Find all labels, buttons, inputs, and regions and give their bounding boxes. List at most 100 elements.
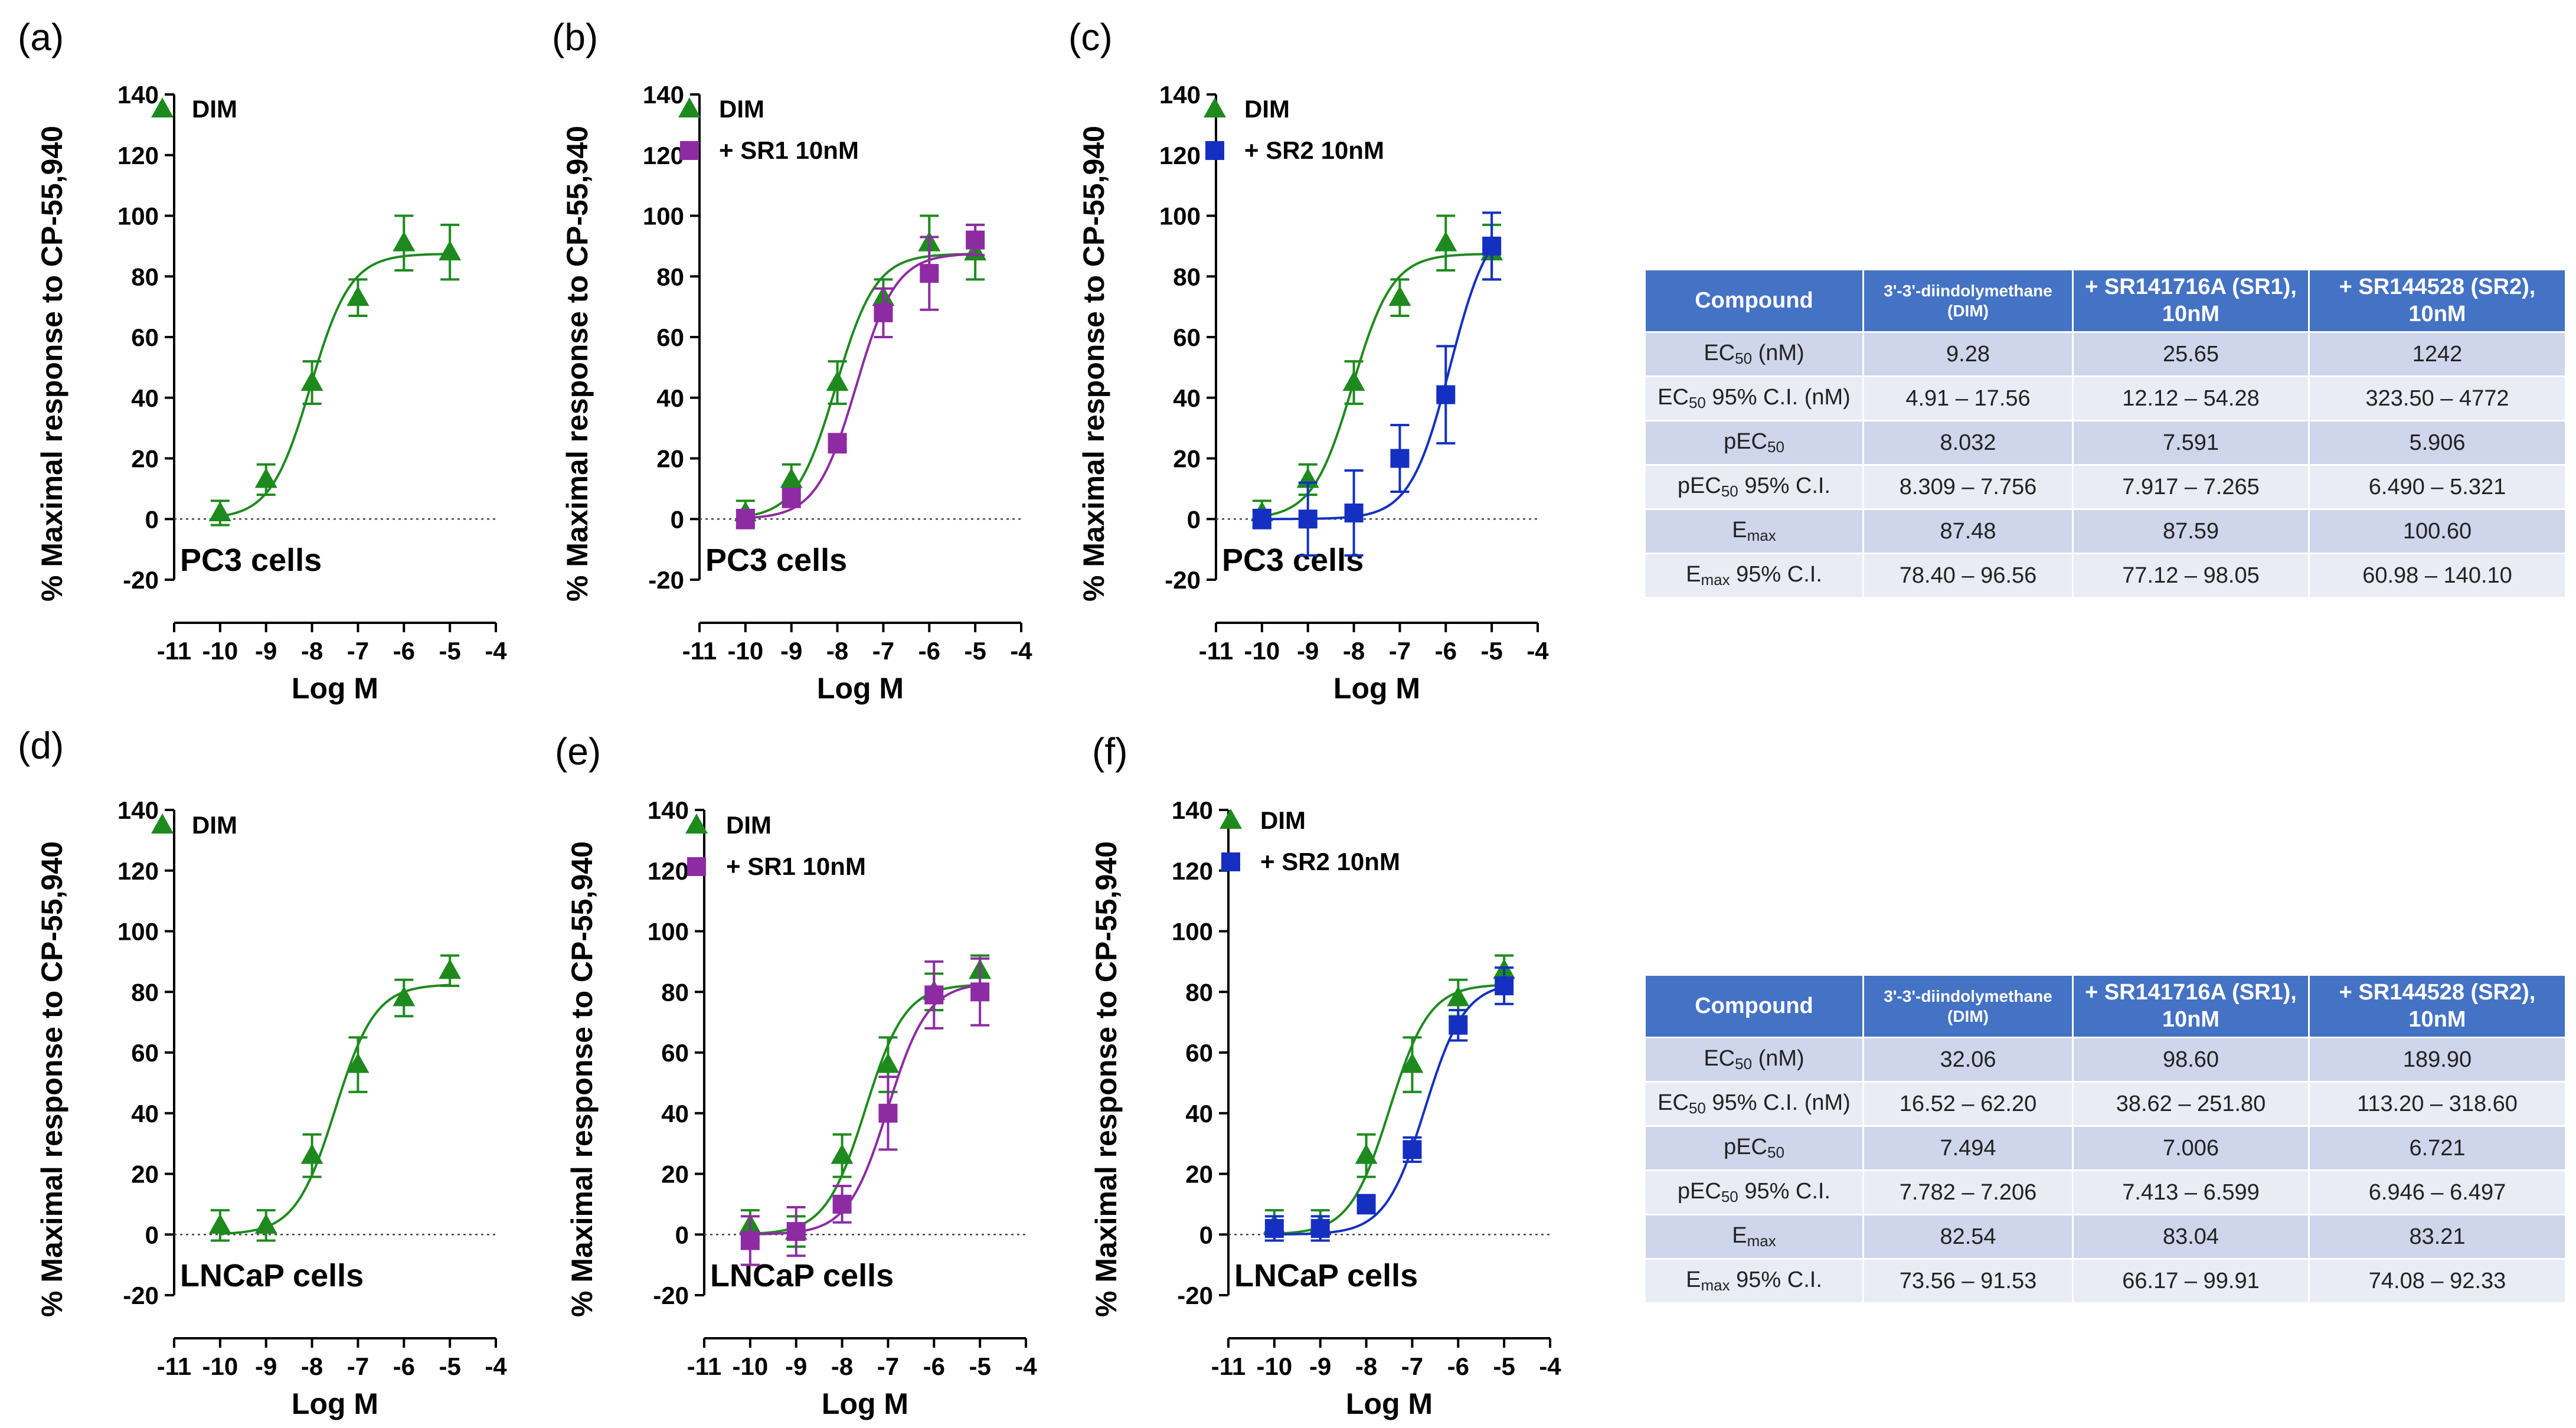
y-tick-label: 20 xyxy=(1173,445,1201,473)
table-cell: 100.60 xyxy=(2308,508,2567,555)
data-point-square xyxy=(970,982,990,1002)
data-point-square xyxy=(1298,509,1318,529)
y-tick-label: 60 xyxy=(131,1039,159,1067)
data-point-square xyxy=(966,230,985,250)
data-point-square xyxy=(735,509,755,529)
x-tick-label: -11 xyxy=(1199,637,1233,665)
legend-marker-triangle xyxy=(1220,809,1242,829)
table-row: Emax 82.54 83.04 83.21 xyxy=(1644,1214,2567,1260)
x-tick-label: -6 xyxy=(1435,637,1457,665)
x-tick-label: -5 xyxy=(964,637,986,665)
y-tick-label: 0 xyxy=(145,505,159,533)
series-dim: DIM xyxy=(151,95,462,527)
panel-label: (d) xyxy=(18,724,64,767)
y-tick-label: 40 xyxy=(131,384,159,412)
y-tick-label: 100 xyxy=(117,202,159,230)
y-tick-label: 40 xyxy=(1185,1100,1213,1128)
table-header-compound: Compound xyxy=(1644,973,1864,1039)
y-axis-title: % Maximal response to CP-55,940 xyxy=(561,126,594,602)
x-tick-label: -7 xyxy=(877,1352,899,1380)
x-tick-label: -5 xyxy=(439,1352,460,1380)
x-tick-label: -10 xyxy=(733,1352,769,1380)
y-tick-label: -20 xyxy=(123,566,159,594)
cell-line-label: PC3 cells xyxy=(1222,543,1364,578)
y-tick-label: 100 xyxy=(643,202,684,230)
table-cell: 83.21 xyxy=(2308,1214,2567,1260)
x-tick-label: -9 xyxy=(780,637,802,665)
x-tick-label: -6 xyxy=(918,637,940,665)
y-tick-label: 0 xyxy=(675,1221,689,1249)
table-cell: 1242 xyxy=(2308,331,2567,378)
data-point-square xyxy=(1344,503,1364,522)
series-sr1-10nm: + SR1 10nM xyxy=(687,852,990,1266)
data-point-triangle xyxy=(780,468,803,488)
table-cell: 9.28 xyxy=(1862,331,2074,378)
y-tick-label: 100 xyxy=(648,918,689,946)
data-point-triangle xyxy=(1355,1143,1378,1164)
x-tick-label: -10 xyxy=(1244,637,1280,665)
y-tick-label: 120 xyxy=(117,142,159,169)
y-tick-label: 40 xyxy=(656,384,684,412)
panel-label: (e) xyxy=(555,730,601,773)
x-tick-label: -10 xyxy=(1257,1352,1293,1380)
x-tick-label: -10 xyxy=(202,1352,238,1380)
chart-panel-f: (f) -20 0 20 40 60 80 100 120 140 -11 -10 -9 -8 -7 -6 -5… xyxy=(1090,730,1561,1420)
y-tick-label: 120 xyxy=(1172,857,1213,885)
x-tick-label: -8 xyxy=(301,1352,323,1380)
table-cell: 323.50 – 4772 xyxy=(2308,375,2567,422)
table-cell: 66.17 – 99.91 xyxy=(2072,1258,2310,1305)
y-tick-label: 40 xyxy=(131,1100,159,1128)
x-tick-label: -8 xyxy=(1343,637,1365,665)
table-row: EC50 (nM) 32.06 98.60 189.90 xyxy=(1644,1037,2567,1083)
table-row: pEC50 8.032 7.591 5.906 xyxy=(1644,420,2567,466)
x-tick-label: -4 xyxy=(485,1352,507,1380)
fit-curve xyxy=(1261,247,1493,521)
legend-marker-square xyxy=(1221,852,1240,871)
table-cell: 25.65 xyxy=(2072,331,2310,378)
x-tick-label: -11 xyxy=(1211,1352,1245,1380)
data-point-square xyxy=(786,1222,806,1241)
y-tick-label: 20 xyxy=(131,445,159,473)
table-cell: 16.52 – 62.20 xyxy=(1862,1081,2074,1128)
table-row: EC50 (nM) 9.28 25.65 1242 xyxy=(1644,331,2567,378)
y-tick-label: 140 xyxy=(117,796,159,824)
y-tick-label: 60 xyxy=(661,1039,689,1067)
y-tick-label: 60 xyxy=(656,323,684,351)
table-cell: 6.946 – 6.497 xyxy=(2308,1169,2567,1216)
legend-marker-square xyxy=(687,857,706,876)
x-tick-label: -10 xyxy=(202,637,238,665)
data-point-square xyxy=(1356,1194,1376,1214)
y-tick-label: -20 xyxy=(1177,1282,1213,1309)
pc3-results-table: Compound 3'-3'-diindolymethane (DIM) + S… xyxy=(1644,268,2567,599)
x-tick-label: -4 xyxy=(485,637,507,665)
row-label: pEC50 95% C.I. xyxy=(1644,464,1864,511)
legend-marker-square xyxy=(680,141,699,160)
x-tick-label: -7 xyxy=(347,1352,369,1380)
row-label: EC50 (nM) xyxy=(1644,1037,1864,1083)
table-row: EC50 95% C.I. (nM) 16.52 – 62.20 38.62 – 2… xyxy=(1644,1081,2567,1128)
x-tick-label: -11 xyxy=(157,1352,191,1380)
table-cell: 6.721 xyxy=(2308,1125,2567,1172)
x-tick-label: -7 xyxy=(1401,1352,1423,1380)
data-point-square xyxy=(1403,1140,1422,1159)
data-point-square xyxy=(828,433,847,453)
y-tick-label: 140 xyxy=(1172,796,1213,824)
data-point-triangle xyxy=(439,959,462,979)
y-tick-label: 140 xyxy=(648,796,689,824)
y-axis-title: % Maximal response to CP-55,940 xyxy=(35,126,68,602)
x-tick-label: -4 xyxy=(1015,1352,1037,1380)
data-point-square xyxy=(740,1231,760,1250)
table-cell: 7.591 xyxy=(2072,420,2310,466)
row-label: Emax xyxy=(1644,508,1864,555)
fit-curve xyxy=(220,983,450,1235)
chart-panel-e: (e) -20 0 20 40 60 80 100 120 140 -11 -10 -9 -8 -7 -6 -5… xyxy=(555,730,1037,1420)
table-cell: 12.12 – 54.28 xyxy=(2072,375,2310,422)
y-tick-label: 140 xyxy=(1159,81,1201,109)
data-point-square xyxy=(1436,385,1456,404)
y-tick-label: 0 xyxy=(671,505,684,533)
row-label: EC50 95% C.I. (nM) xyxy=(1644,1081,1864,1128)
x-tick-label: -11 xyxy=(157,637,191,665)
y-tick-label: 0 xyxy=(1199,1221,1213,1249)
table-cell: 98.60 xyxy=(2072,1037,2310,1083)
data-point-square xyxy=(878,1103,898,1123)
